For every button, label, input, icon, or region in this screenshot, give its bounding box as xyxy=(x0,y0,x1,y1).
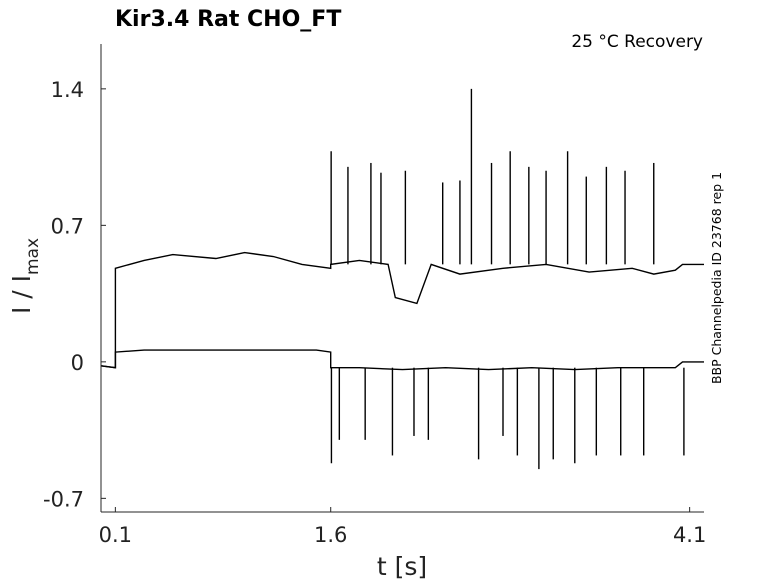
y-tick-label: 1.4 xyxy=(51,78,84,102)
x-ticks: 0.1 1.6 4.1 xyxy=(99,507,706,547)
y-tick-label: -0.7 xyxy=(43,487,84,511)
axes xyxy=(100,44,704,513)
x-tick-label: 1.6 xyxy=(314,523,347,547)
chart-title: Kir3.4 Rat CHO_FT xyxy=(115,7,341,32)
trace-line xyxy=(100,349,704,371)
y-axis-label-main: I / I xyxy=(7,275,36,314)
x-axis-label: t [s] xyxy=(377,552,427,581)
y-axis-label: I / Imax xyxy=(7,238,43,314)
y-tick-label: 0 xyxy=(71,351,84,375)
current-traces xyxy=(100,251,704,371)
svg-text:I / Imax: I / Imax xyxy=(7,238,43,314)
y-tick-label: 0.7 xyxy=(51,214,84,238)
x-tick-label: 4.1 xyxy=(673,523,706,547)
y-ticks: -0.7 0 0.7 1.4 xyxy=(43,78,106,511)
y-axis-label-subscript: max xyxy=(23,238,43,275)
x-tick-label: 0.1 xyxy=(99,523,132,547)
spike-markers xyxy=(330,88,685,470)
chart-subtitle: 25 °C Recovery xyxy=(571,32,703,52)
channelpedia-id-note: BBP Channelpedia ID 23768 rep 1 xyxy=(709,172,724,384)
trace-line xyxy=(100,251,704,369)
